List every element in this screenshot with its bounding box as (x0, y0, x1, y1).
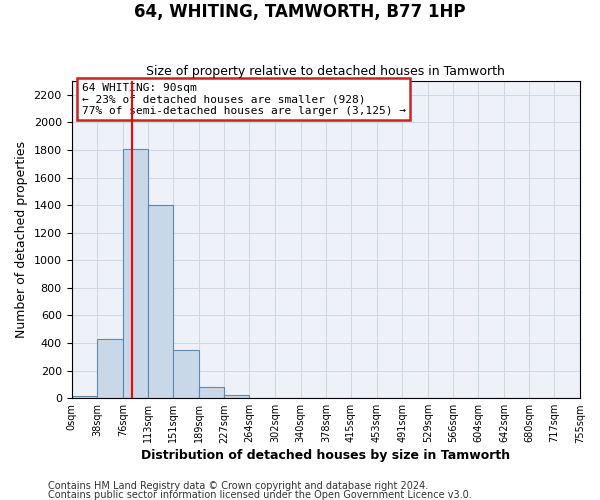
Bar (148, 205, 173, 398)
Text: Contains public sector information licensed under the Open Government Licence v3: Contains public sector information licen… (48, 490, 472, 500)
Title: Size of property relative to detached houses in Tamworth: Size of property relative to detached ho… (146, 66, 505, 78)
X-axis label: Distribution of detached houses by size in Tamworth: Distribution of detached houses by size … (141, 450, 511, 462)
Text: 64 WHITING: 90sqm
← 23% of detached houses are smaller (928)
77% of semi-detache: 64 WHITING: 90sqm ← 23% of detached hous… (82, 82, 406, 116)
Text: Contains HM Land Registry data © Crown copyright and database right 2024.: Contains HM Land Registry data © Crown c… (48, 481, 428, 491)
Bar (224, 394, 250, 398)
Bar (123, 148, 148, 398)
Bar (71, 396, 97, 398)
Bar (173, 350, 199, 398)
Bar (199, 387, 224, 398)
Bar (97, 339, 123, 398)
Y-axis label: Number of detached properties: Number of detached properties (15, 141, 28, 338)
Text: 64, WHITING, TAMWORTH, B77 1HP: 64, WHITING, TAMWORTH, B77 1HP (134, 2, 466, 21)
